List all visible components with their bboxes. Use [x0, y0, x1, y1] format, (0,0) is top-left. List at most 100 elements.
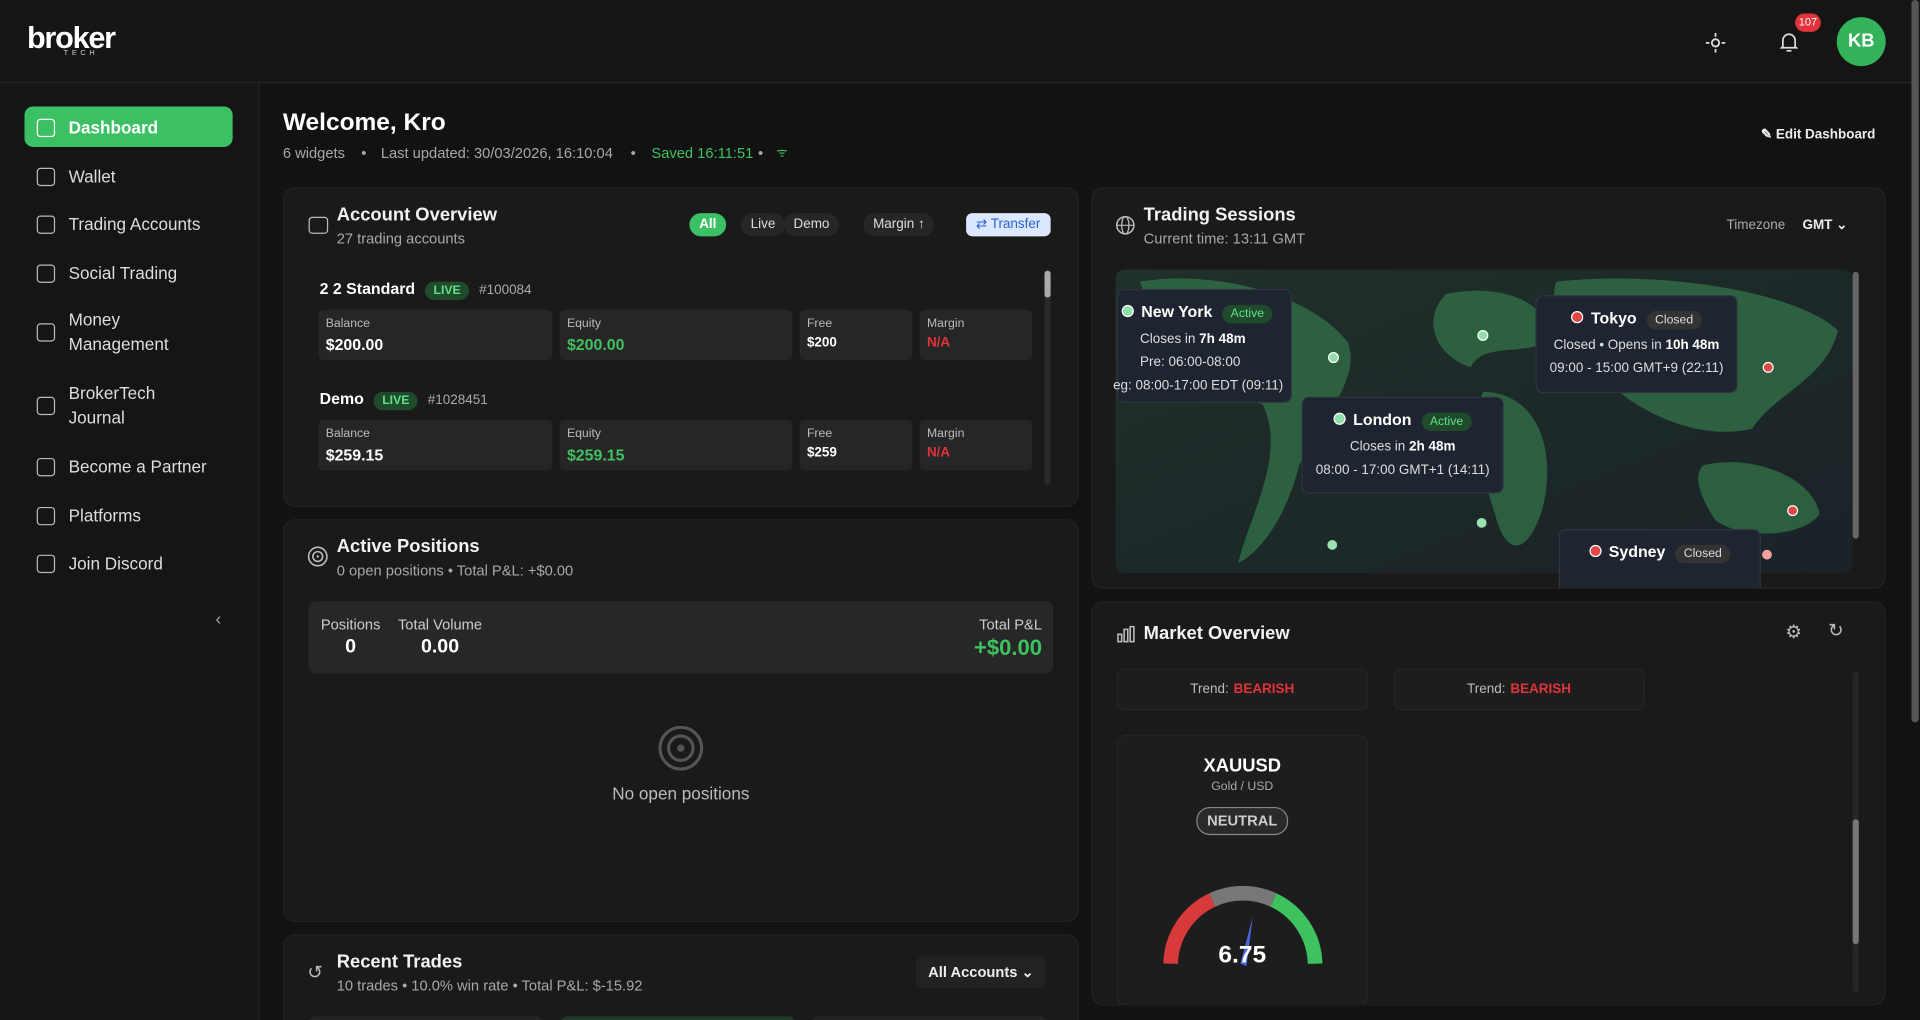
session-status: Closed — [1675, 544, 1731, 564]
card-subtitle: Current time: 13:11 GMT — [1143, 230, 1306, 248]
session-dot — [1589, 544, 1602, 558]
card-title: Recent Trades — [336, 951, 463, 973]
nav-label[interactable]: Join Discord — [68, 552, 163, 573]
trading-sessions-card: Trading Sessions Current time: 13:11 GMT… — [1091, 187, 1886, 589]
filter-chip[interactable]: All — [689, 213, 727, 237]
field-value: $200.00 — [566, 335, 625, 354]
field-value: $259.15 — [566, 445, 625, 465]
session-line: Closed • Opens in 10h 48m — [1537, 338, 1737, 353]
nav-label[interactable]: Money Management — [68, 309, 169, 354]
nav-item[interactable]: Become a Partner — [24, 446, 232, 486]
nav-label[interactable]: Social Trading — [68, 262, 178, 283]
collapse-button[interactable]: ‹ — [215, 608, 222, 629]
session-line: Closes in 2h 48m — [1303, 440, 1503, 455]
filter-label[interactable]: All Accounts — [928, 963, 1018, 981]
refresh-button[interactable]: ↻ — [1828, 620, 1844, 642]
session-title: Tokyo Closed — [1537, 309, 1737, 330]
saved-status: Saved 16:11:51 — [651, 144, 754, 162]
scrollbar[interactable] — [1911, 0, 1919, 723]
sidebar — [0, 83, 260, 1020]
scroll-track — [1852, 672, 1859, 994]
field-label: Free — [806, 427, 833, 441]
card-subtitle: 27 trading accounts — [336, 230, 466, 248]
scroll-thumb[interactable] — [1852, 819, 1859, 945]
field-label: Margin — [926, 427, 965, 441]
transfer-button[interactable]: ⇄ Transfer — [966, 213, 1051, 237]
edit-dashboard[interactable]: ✎ Edit Dashboard — [1760, 127, 1876, 143]
accounts-filter[interactable]: All Accounts ⌄ — [915, 956, 1047, 989]
session-city: Tokyo — [1590, 308, 1637, 327]
line-text: 08:00 - 17:00 GMT+1 (14:11) — [1315, 462, 1490, 478]
scroll-thumb[interactable] — [1044, 270, 1051, 298]
nav-item[interactable]: Money Management — [24, 302, 232, 361]
theme-toggle[interactable] — [1705, 33, 1726, 53]
session-popup[interactable]: New York Active Closes in 7h 48m Pre: 06:00… — [1113, 288, 1292, 403]
line-text: 09:00 - 15:00 GMT+9 (22:11) — [1549, 361, 1724, 376]
positions-summary — [308, 601, 1054, 674]
nav-item[interactable]: Join Discord — [24, 542, 232, 582]
filter-chip[interactable]: Demo — [783, 213, 840, 237]
session-title: Sydney Closed — [1560, 542, 1760, 564]
session-line: 08:00 - 17:00 GMT+1 (14:11) — [1303, 463, 1503, 478]
scroll-thumb[interactable] — [1852, 271, 1859, 539]
trade-tile — [308, 1016, 543, 1020]
account-name: 2 2 Standard — [319, 279, 416, 298]
trade-tile — [560, 1016, 795, 1020]
account-field: Free $200 — [799, 309, 913, 361]
nav-label[interactable]: BrokerTech Journal — [68, 383, 156, 428]
card-subtitle: 10 trades • 10.0% win rate • Total P&L: … — [336, 977, 643, 995]
trend-box: Trend: BEARISH — [1393, 668, 1645, 711]
nav-item[interactable]: Trading Accounts — [24, 203, 232, 243]
nav-item[interactable]: Platforms — [24, 495, 232, 535]
session-popup[interactable]: Sydney Closed — [1558, 528, 1761, 588]
trend-value: BEARISH — [1510, 682, 1571, 697]
edit-label[interactable]: Edit Dashboard — [1775, 127, 1876, 143]
session-popup[interactable]: Tokyo Closed Closed • Opens in 10h 48m 09:0… — [1535, 295, 1738, 394]
chart-icon — [1117, 625, 1135, 643]
card-title: Market Overview — [1143, 623, 1290, 645]
trend-label: Trend: — [1467, 682, 1506, 697]
nav-item[interactable]: BrokerTech Journal — [24, 376, 232, 435]
session-status: Active — [1421, 412, 1472, 432]
symbol: XAUUSD — [1203, 755, 1282, 777]
line-text: Closed • Opens in — [1553, 337, 1666, 353]
timezone-value[interactable]: GMT — [1802, 217, 1833, 233]
account-name: Demo — [319, 389, 364, 408]
separator: • — [630, 144, 636, 162]
market-overview-card: Market Overview ⚙ ↻ Trend: BEARISH Trend: B… — [1091, 601, 1886, 1006]
empty-message: No open positions — [612, 783, 750, 804]
empty-icon — [658, 725, 704, 771]
total-pnl-label: Total P&L — [979, 615, 1043, 634]
timezone-select[interactable]: GMT ⌄ — [1802, 217, 1848, 233]
stat-label: Total Volume — [397, 615, 483, 634]
wallet-icon — [308, 216, 329, 234]
stat-value: 0 — [345, 636, 357, 658]
page-title: Welcome, Kro — [282, 108, 446, 136]
account-id: #100084 — [479, 282, 532, 298]
last-updated: Last updated: 30/03/2026, 16:10:04 — [380, 144, 613, 162]
logo[interactable]: broker — [26, 20, 116, 56]
transfer-label[interactable]: Transfer — [990, 216, 1041, 232]
avatar[interactable]: KB — [1836, 17, 1886, 67]
nav-item[interactable]: Wallet — [24, 156, 232, 196]
nav-item[interactable]: Dashboard — [24, 106, 233, 147]
card-title: Account Overview — [336, 204, 498, 226]
nav-label[interactable]: Platforms — [68, 505, 141, 525]
nav-icon — [36, 263, 56, 283]
filter-chip[interactable]: Live — [740, 213, 786, 237]
notifications[interactable] — [1779, 32, 1799, 53]
widgets-count: 6 widgets — [282, 144, 345, 162]
account-field: Margin N/A — [919, 309, 1033, 361]
line-bold: 7h 48m — [1199, 331, 1246, 347]
session-status: Active — [1222, 304, 1273, 324]
filter-chip[interactable]: Margin ↑ — [863, 213, 935, 237]
nav-label[interactable]: Dashboard — [68, 116, 159, 137]
nav-label[interactable]: Trading Accounts — [68, 213, 201, 234]
session-popup[interactable]: London Active Closes in 2h 48m 08:00 - 17:0… — [1301, 396, 1504, 494]
nav-label[interactable]: Become a Partner — [68, 456, 207, 476]
total-pnl-value: +$0.00 — [974, 635, 1043, 661]
settings-button[interactable]: ⚙ — [1785, 622, 1802, 643]
nav-item[interactable]: Social Trading — [24, 252, 232, 292]
nav-label[interactable]: Wallet — [68, 165, 116, 186]
